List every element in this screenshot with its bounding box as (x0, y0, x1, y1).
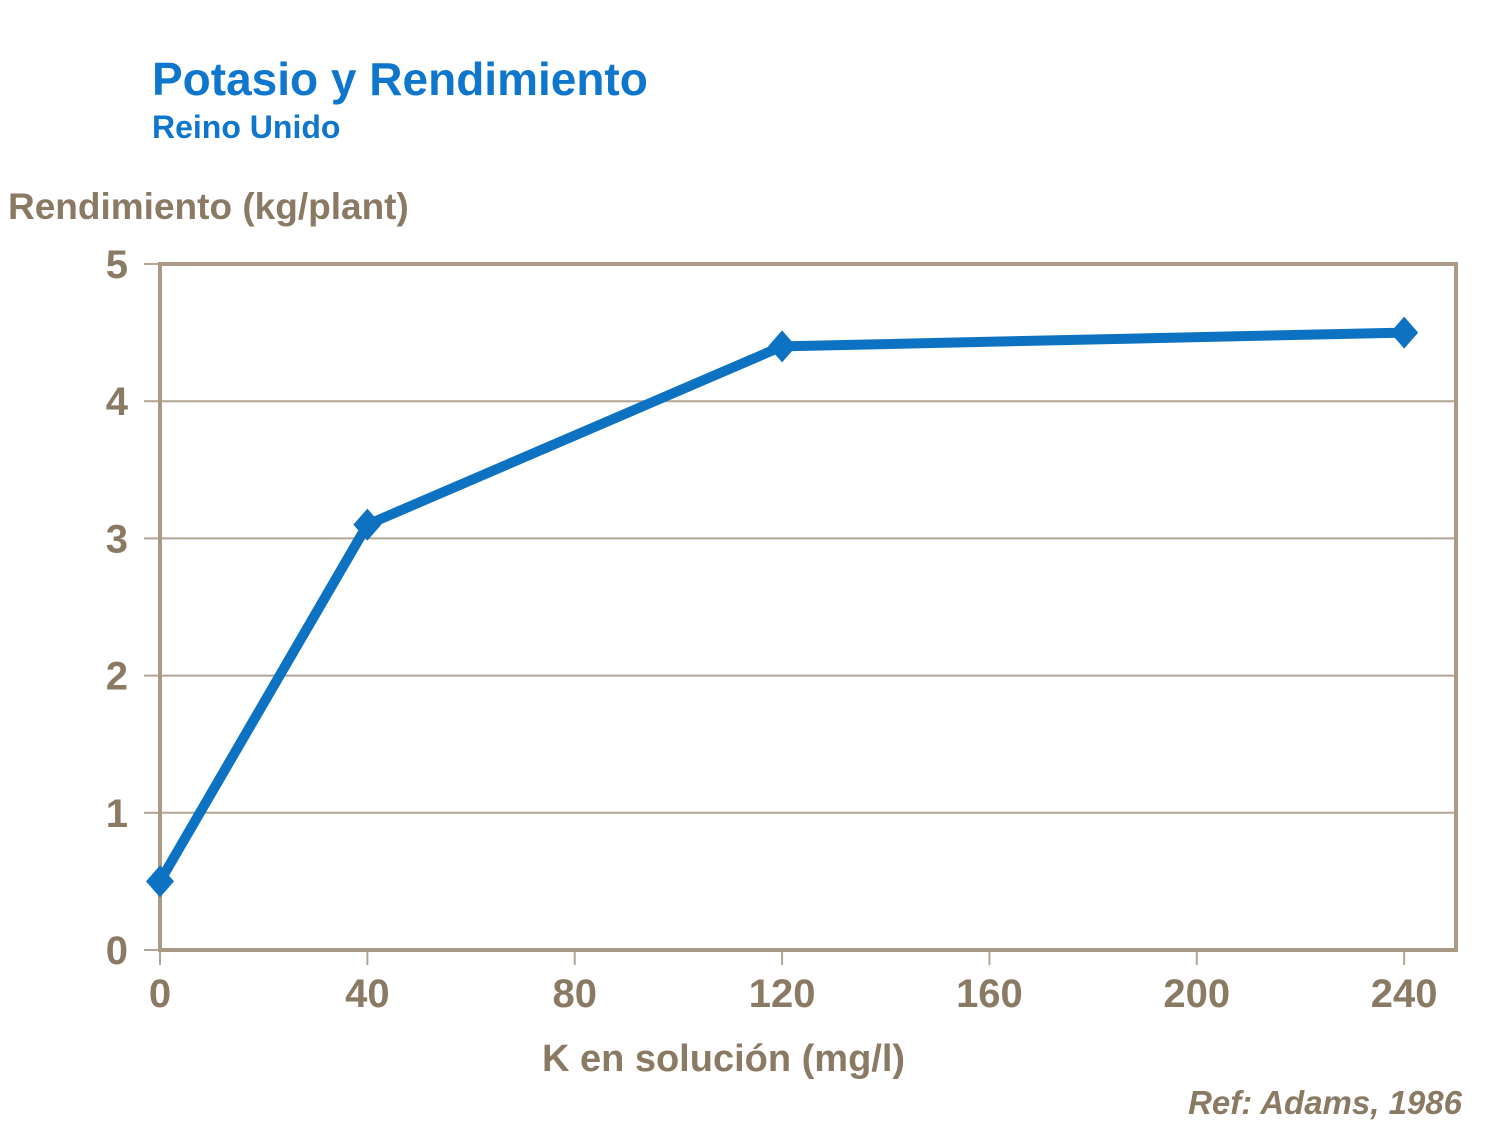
data-point-marker (353, 508, 382, 541)
data-line (155, 327, 1410, 887)
y-tick-label: 2 (106, 655, 128, 699)
x-tick-label: 80 (552, 972, 597, 1016)
x-axis-title: K en solución (mg/l) (541, 1038, 906, 1080)
y-tick-label: 4 (106, 380, 129, 424)
x-tick-label: 200 (1163, 972, 1230, 1016)
chart-subtitle: Reino Unido (152, 109, 341, 145)
plot-frame (158, 262, 1458, 952)
y-axis-title: Rendimiento (kg/plant) (8, 186, 409, 227)
data-point-marker (768, 330, 797, 363)
x-tick-label: 120 (749, 972, 816, 1016)
y-tick-label: 5 (106, 243, 128, 287)
data-point-marker (146, 865, 174, 898)
y-tick-label: 1 (106, 792, 128, 836)
y-tick-label: 3 (106, 517, 128, 561)
x-tick-label: 240 (1371, 972, 1438, 1016)
x-tick-label: 40 (345, 972, 390, 1016)
y-tick-label: 0 (106, 929, 128, 973)
reference-note: Ref: Adams, 1986 (1188, 1084, 1462, 1121)
x-tick-label: 160 (956, 972, 1023, 1016)
chart-title: Potasio y Rendimiento (152, 53, 648, 105)
x-tick-label: 0 (149, 972, 171, 1016)
data-point-marker (1390, 316, 1419, 349)
